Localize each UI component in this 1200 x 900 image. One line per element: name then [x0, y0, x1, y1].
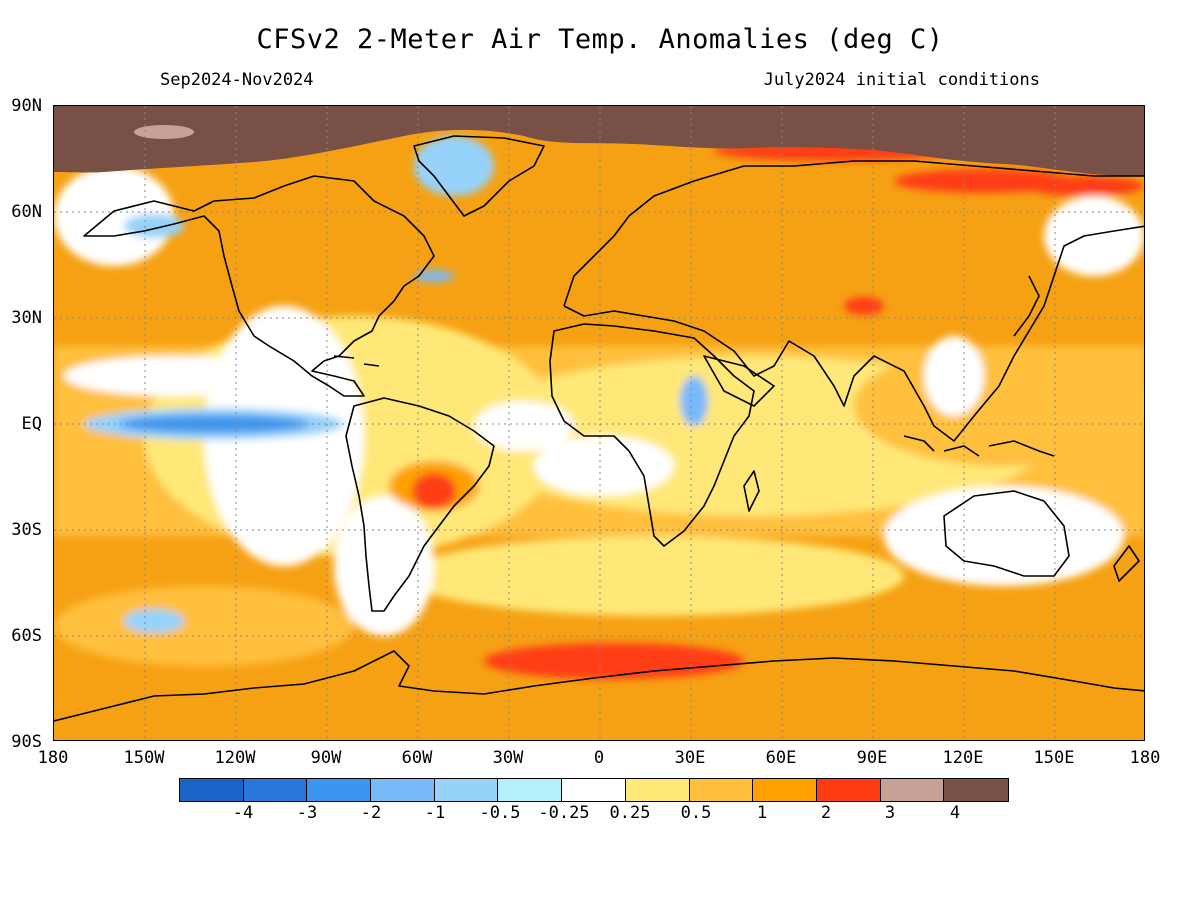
- legend-swatch: [498, 779, 563, 801]
- legend-tick-label: -0.25: [538, 803, 590, 823]
- lon-label-120w: 120W: [214, 748, 256, 768]
- legend-tick-label: 2: [820, 803, 832, 823]
- lon-label-60e: 60E: [765, 748, 797, 768]
- lon-label-0: 0: [593, 748, 605, 768]
- arctic-warm-band: [54, 106, 1144, 177]
- legend-swatch: [625, 779, 690, 801]
- lon-label-60w: 60W: [401, 748, 433, 768]
- legend-swatch: [180, 779, 244, 801]
- legend-swatch: [307, 779, 372, 801]
- legend-tick-label: -0.5: [479, 803, 521, 823]
- legend-tick-label: 0.5: [680, 803, 712, 823]
- legend-tick-label: -2: [360, 803, 382, 823]
- lon-label-90w: 90W: [310, 748, 342, 768]
- arctic-patch: [134, 125, 194, 139]
- legend-swatch: [753, 779, 817, 801]
- anomaly-field: [54, 136, 1144, 679]
- lat-label-30s: 30S: [11, 520, 42, 540]
- legend-tick-label: 1: [756, 803, 768, 823]
- lon-label-150e: 150E: [1033, 748, 1075, 768]
- lat-label-90n: 90N: [11, 96, 42, 116]
- legend-swatch: [434, 779, 499, 801]
- lat-label-eq: EQ: [21, 414, 42, 434]
- map-canvas: [54, 106, 1144, 740]
- anomaly-map: [53, 105, 1145, 741]
- lon-label-180w: 180: [37, 748, 69, 768]
- legend-swatch: [880, 779, 945, 801]
- legend-swatch: [944, 779, 1008, 801]
- lon-label-120e: 120E: [942, 748, 984, 768]
- legend-tick-label: 3: [884, 803, 896, 823]
- lon-label-150w: 150W: [123, 748, 165, 768]
- lon-label-30w: 30W: [492, 748, 524, 768]
- legend-tick-label: -1: [424, 803, 446, 823]
- lon-label-30e: 30E: [674, 748, 706, 768]
- legend-swatch: [243, 779, 308, 801]
- lat-label-90s: 90S: [11, 732, 42, 752]
- legend-swatch: [562, 779, 626, 801]
- lat-label-30n: 30N: [11, 308, 42, 328]
- initial-conditions: July2024 initial conditions: [763, 70, 1040, 90]
- coastlines: [54, 135, 1144, 722]
- lat-label-60n: 60N: [11, 202, 42, 222]
- color-legend: [179, 778, 1009, 802]
- lon-label-180e: 180: [1129, 748, 1161, 768]
- lat-label-60s: 60S: [11, 626, 42, 646]
- legend-swatch: [371, 779, 435, 801]
- graticule: [54, 106, 1144, 740]
- legend-swatch: [689, 779, 754, 801]
- legend-tick-label: -4: [232, 803, 254, 823]
- chart-title: CFSv2 2-Meter Air Temp. Anomalies (deg C…: [256, 24, 944, 55]
- legend-swatch: [816, 779, 881, 801]
- legend-tick-label: 4: [949, 803, 961, 823]
- lon-label-90e: 90E: [856, 748, 888, 768]
- legend-tick-label: -3: [296, 803, 318, 823]
- legend-tick-label: 0.25: [609, 803, 651, 823]
- forecast-period: Sep2024-Nov2024: [160, 70, 314, 90]
